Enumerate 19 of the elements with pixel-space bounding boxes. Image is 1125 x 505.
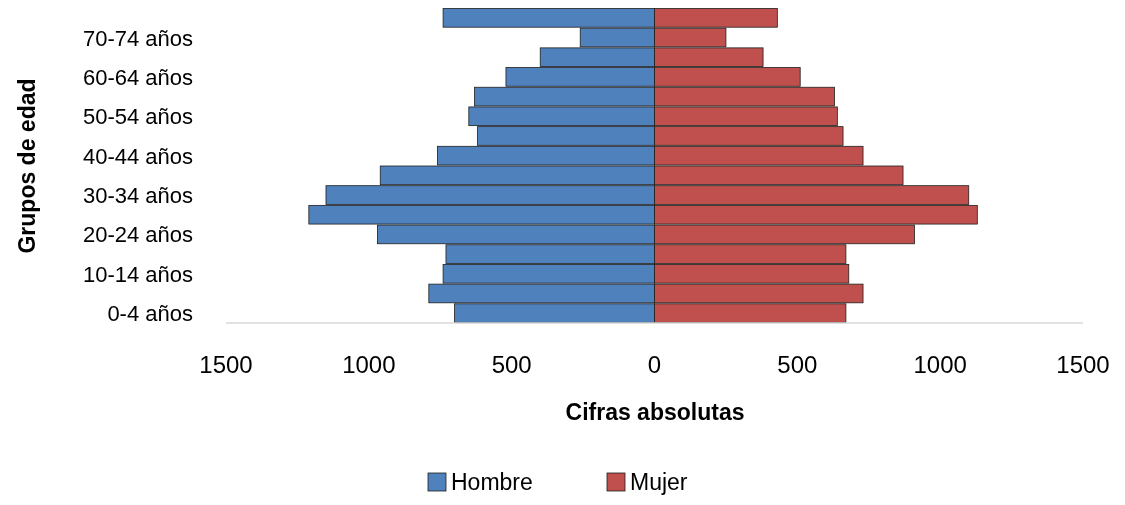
y-tick-label: 0-4 años xyxy=(107,301,193,327)
y-tick-label: 20-24 años xyxy=(82,222,193,248)
y-tick-label: 70-74 años xyxy=(82,25,193,51)
x-tick-label: 1500 xyxy=(199,351,253,378)
legend-label: Mujer xyxy=(630,469,688,495)
x-tick-label: 500 xyxy=(491,351,532,378)
x-tick-label: 1000 xyxy=(342,351,396,378)
y-tick-label: 60-64 años xyxy=(82,64,193,90)
y-tick-label: 10-14 años xyxy=(82,261,193,287)
x-tick-label: 1000 xyxy=(913,351,967,378)
y-tick-label: 40-44 años xyxy=(82,143,193,169)
y-tick-label: 50-54 años xyxy=(82,104,193,130)
x-tick-label: 500 xyxy=(777,351,818,378)
y-axis-title: Grupos de edad xyxy=(14,78,40,254)
x-tick-label: 0 xyxy=(647,351,662,378)
x-tick-label: 1500 xyxy=(1056,351,1110,378)
y-tick-label: 30-34 años xyxy=(82,183,193,209)
x-axis-title: Cifras absolutas xyxy=(565,399,745,425)
legend-label: Hombre xyxy=(451,469,533,495)
